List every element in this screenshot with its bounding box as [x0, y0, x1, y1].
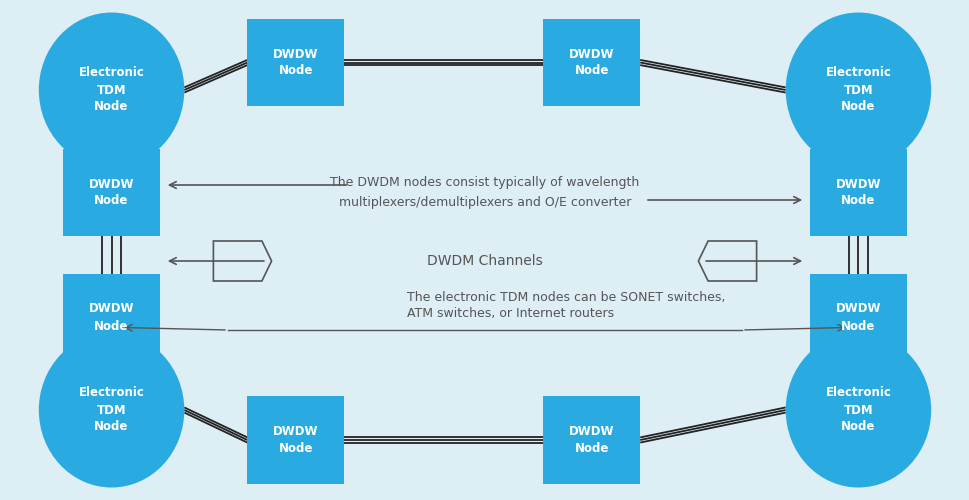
FancyBboxPatch shape [247, 396, 344, 484]
Text: DWDW
Node: DWDW Node [89, 302, 134, 332]
Text: Electronic
TDM
Node: Electronic TDM Node [825, 386, 891, 434]
Text: DWDW
Node: DWDW Node [89, 178, 134, 208]
Text: DWDW
Node: DWDW Node [835, 178, 880, 208]
Text: DWDW
Node: DWDW Node [273, 425, 318, 455]
Ellipse shape [785, 12, 930, 168]
FancyBboxPatch shape [247, 19, 344, 106]
Text: DWDM Channels: DWDM Channels [426, 254, 543, 268]
Text: Electronic
TDM
Node: Electronic TDM Node [78, 66, 144, 114]
Text: DWDW
Node: DWDW Node [835, 302, 880, 332]
Text: The DWDM nodes consist typically of wavelength: The DWDM nodes consist typically of wave… [330, 176, 639, 189]
Ellipse shape [785, 332, 930, 488]
Text: ATM switches, or Internet routers: ATM switches, or Internet routers [407, 308, 614, 320]
Ellipse shape [39, 12, 184, 168]
FancyBboxPatch shape [809, 149, 906, 236]
Text: The electronic TDM nodes can be SONET switches,: The electronic TDM nodes can be SONET sw… [407, 291, 725, 304]
Text: DWDW
Node: DWDW Node [569, 48, 613, 78]
Text: DWDW
Node: DWDW Node [273, 48, 318, 78]
FancyBboxPatch shape [63, 274, 160, 361]
Ellipse shape [39, 332, 184, 488]
Text: DWDW
Node: DWDW Node [569, 425, 613, 455]
FancyBboxPatch shape [63, 149, 160, 236]
Text: multiplexers/demultiplexers and O/E converter: multiplexers/demultiplexers and O/E conv… [338, 196, 631, 209]
Text: Electronic
TDM
Node: Electronic TDM Node [78, 386, 144, 434]
FancyBboxPatch shape [809, 274, 906, 361]
Text: Electronic
TDM
Node: Electronic TDM Node [825, 66, 891, 114]
FancyBboxPatch shape [543, 396, 640, 484]
FancyBboxPatch shape [543, 19, 640, 106]
